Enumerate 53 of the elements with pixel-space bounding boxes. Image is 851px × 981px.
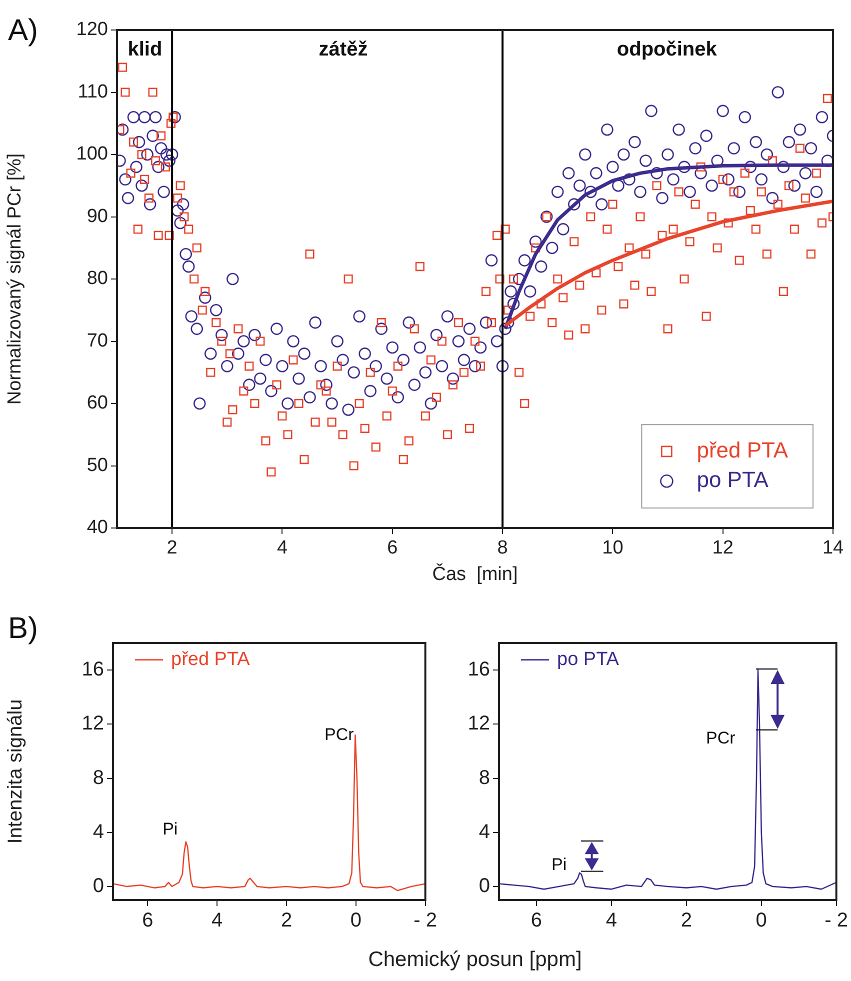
x-tick-label: 8 (497, 538, 508, 559)
y-tick-label: 80 (86, 268, 108, 290)
y-tick-label: 12 (468, 712, 490, 735)
y-tick-label: 4 (92, 820, 104, 843)
annotation: PCr (324, 725, 354, 744)
y-tick-label: 120 (76, 19, 108, 40)
y-tick-label: 12 (82, 712, 104, 735)
x-tick-label: 4 (606, 910, 618, 932)
x-tick-label: 4 (276, 538, 288, 559)
y-tick-label: 110 (78, 81, 108, 102)
y-tick-label: 8 (92, 766, 104, 789)
x-tick-label: 6 (387, 538, 398, 559)
y-tick-label: 50 (86, 454, 108, 476)
annotation: klid (128, 38, 162, 60)
x-tick-label: 2 (166, 538, 178, 559)
legend-label: po PTA (557, 649, 620, 670)
x-tick-label: 0 (350, 910, 362, 932)
x-tick-label: 10 (602, 538, 624, 559)
annotation: odpočinek (616, 38, 718, 60)
x-tick-label: - 2 (824, 910, 848, 932)
y-tick-label: 40 (86, 517, 108, 538)
x-tick-label: 2 (280, 910, 292, 932)
x-tick-label: 14 (822, 538, 844, 559)
y-tick-label: 16 (468, 658, 490, 681)
y-tick-label: 0 (478, 874, 490, 897)
x-tick-label: 0 (756, 910, 767, 932)
x-tick-label: 4 (212, 910, 223, 932)
y-tick-label: 0 (92, 874, 104, 897)
y-tick-label: 16 (82, 658, 104, 681)
annotation: Pi (162, 820, 178, 839)
x-axis-title: Chemický posun [ppm] (367, 948, 583, 972)
x-tick-label: 6 (530, 910, 542, 932)
x-axis-title: Čas [min] (432, 562, 518, 585)
y-tick-label: 100 (76, 144, 108, 165)
y-tick-label: 4 (478, 820, 490, 843)
x-tick-label: 2 (680, 910, 692, 932)
y-tick-label: 8 (478, 766, 490, 789)
chart-title: B) (8, 612, 38, 646)
chart-title: A) (8, 14, 38, 48)
y-tick-label: 70 (86, 330, 108, 352)
annotation: zátěž (318, 38, 368, 60)
y-tick-label: 60 (86, 392, 108, 414)
annotation: PCr (706, 728, 736, 748)
y-tick-label: 90 (86, 206, 108, 227)
annotation: Pi (551, 854, 567, 874)
y-axis-title: Normalizovaný signál PCr [%] (4, 153, 26, 405)
legend-label: před PTA (696, 438, 788, 463)
y-axis-title: Intenzita signálu (4, 699, 27, 844)
legend-label: před PTA (171, 649, 250, 670)
x-tick-label: - 2 (414, 910, 437, 932)
legend-label: po PTA (696, 467, 769, 492)
x-tick-label: 6 (142, 910, 154, 932)
x-tick-label: 12 (712, 538, 734, 559)
